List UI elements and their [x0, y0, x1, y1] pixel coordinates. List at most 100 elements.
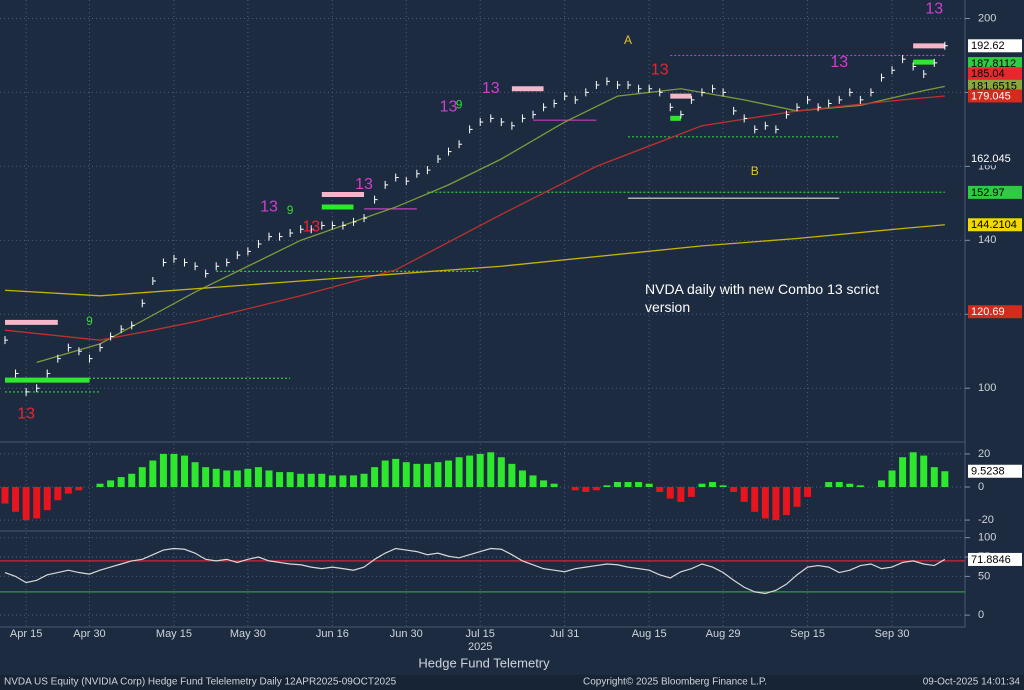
price-bar: [57, 354, 61, 363]
histogram-bar: [846, 483, 854, 487]
price-bar: [891, 66, 896, 75]
value-tag-box: [968, 67, 1022, 81]
value-tag-box: [968, 218, 1022, 232]
count-label: 9: [86, 314, 93, 328]
count-label: 13: [925, 0, 943, 17]
price-bar: [194, 262, 199, 271]
x-tick-label: Aug 29: [706, 628, 741, 640]
histogram-bar: [381, 460, 389, 487]
price-bar: [342, 221, 346, 230]
histogram-bar: [656, 487, 664, 492]
moving-average: [36, 85, 945, 363]
price-bar: [880, 73, 885, 82]
histogram-bar: [761, 487, 769, 519]
price-bar: [500, 118, 505, 127]
value-tag: 152.97: [971, 187, 1005, 199]
x-tick-label: May 15: [156, 628, 192, 640]
x-tick-label: Apr 30: [73, 628, 105, 640]
value-tag: 9.5238: [971, 466, 1005, 478]
histogram-bar: [920, 455, 928, 487]
price-bar: [395, 173, 399, 182]
price-bar: [363, 214, 368, 223]
count-label: 13: [651, 61, 669, 78]
histogram-bar: [128, 473, 136, 487]
price-bar: [25, 387, 30, 396]
price-bar: [352, 217, 357, 226]
x-tick-label: Jul 15: [466, 628, 495, 640]
price-bar: [184, 258, 188, 267]
histogram-bar: [751, 487, 759, 512]
count-label: B: [751, 164, 759, 178]
histogram-bar: [318, 473, 326, 487]
histogram-bar: [603, 485, 611, 487]
count-label: 13: [830, 54, 848, 71]
histogram-bar: [339, 475, 347, 487]
price-bar: [67, 343, 72, 352]
price-bar: [479, 118, 484, 127]
price-bar: [437, 154, 441, 163]
histogram-bar: [297, 473, 305, 487]
price-bar: [690, 95, 695, 104]
histogram-bar: [793, 487, 801, 507]
histogram-bar: [96, 483, 104, 487]
histogram-bar: [64, 487, 72, 494]
count-label: 13: [17, 405, 35, 422]
price-bar: [933, 58, 938, 67]
histogram-bar: [550, 483, 558, 487]
price-bar: [99, 343, 104, 352]
histogram-bar: [571, 487, 579, 491]
value-tag-box: [968, 89, 1022, 103]
histogram-bar: [371, 467, 379, 487]
histogram-bar: [33, 487, 41, 519]
histogram-bar: [497, 457, 505, 487]
price-bar: [120, 325, 125, 334]
histogram-bar: [212, 468, 220, 487]
x-tick-label: Apr 15: [10, 628, 42, 640]
price-bar: [162, 258, 167, 267]
histogram-bar: [782, 487, 790, 516]
price-bar: [141, 299, 146, 308]
histogram-bar: [804, 487, 812, 497]
histogram-bar: [740, 487, 748, 502]
value-tag: 162.045: [971, 153, 1011, 165]
histogram-bar: [466, 455, 474, 487]
price-bar: [764, 121, 769, 130]
price-bar: [384, 180, 389, 189]
histogram-bar: [719, 485, 727, 487]
moving-average: [4, 95, 945, 341]
price-bar: [226, 258, 230, 267]
price-bar: [236, 251, 241, 260]
y-tick-label: 200: [978, 12, 996, 24]
price-bar: [817, 103, 822, 112]
price-bar: [595, 81, 600, 90]
histogram-bar: [202, 467, 210, 487]
histogram-bar: [149, 460, 157, 487]
value-tag-box: [968, 464, 1022, 478]
price-bar: [321, 221, 325, 230]
price-bar: [15, 369, 19, 378]
histogram-bar: [508, 463, 516, 487]
count-label: 13: [440, 98, 458, 115]
histogram-bar: [645, 483, 653, 487]
price-bar: [680, 110, 684, 119]
annotation: NVDA daily with new Combo 13 scrict versi…: [645, 281, 879, 315]
x-tick-label: May 30: [230, 628, 266, 640]
histogram-bar: [899, 457, 907, 487]
price-bar: [426, 166, 431, 175]
price-bar: [627, 81, 632, 90]
price-bar: [775, 125, 779, 134]
price-bar: [912, 62, 917, 71]
price-bar: [807, 95, 811, 104]
price-bar: [564, 92, 568, 101]
histogram-bar: [909, 452, 917, 487]
histogram-bar: [254, 467, 262, 487]
histogram-bar: [730, 487, 738, 492]
count-label: 13: [302, 219, 320, 236]
histogram-bar: [276, 472, 284, 487]
histogram-bar: [117, 477, 125, 487]
histogram-bar: [487, 452, 495, 487]
price-bar: [616, 81, 621, 90]
histogram-bar: [244, 468, 252, 487]
histogram-bar: [518, 470, 526, 487]
